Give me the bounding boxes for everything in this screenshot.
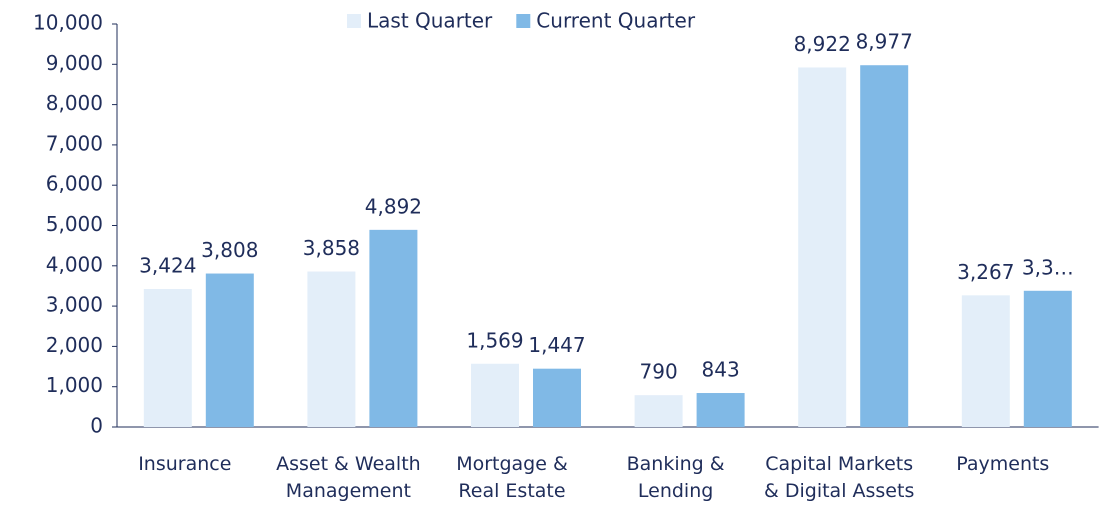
data-label: 3,808 <box>201 238 258 262</box>
y-tick-label: 1,000 <box>46 373 103 397</box>
bar <box>307 271 356 427</box>
data-label: 843 <box>702 358 740 382</box>
bar <box>471 363 519 427</box>
legend-label: Last Quarter <box>367 9 493 33</box>
x-tick-label: Insurance <box>138 453 232 475</box>
y-tick-label: 3,000 <box>46 293 103 317</box>
data-label: 3,858 <box>303 236 360 260</box>
bar <box>961 295 1010 427</box>
y-tick-label: 6,000 <box>46 172 103 196</box>
y-tick-label: 8,000 <box>46 91 103 115</box>
x-tick-label: Capital Markets & Digital Assets <box>764 453 915 502</box>
y-tick-label: 0 <box>90 414 103 438</box>
x-tick-label: Asset & Wealth Management <box>276 453 421 502</box>
data-label: 1,569 <box>466 328 523 352</box>
data-label: 4,892 <box>365 194 422 218</box>
y-tick-label: 2,000 <box>46 333 103 357</box>
y-tick-label: 4,000 <box>46 252 103 276</box>
legend-swatch <box>347 14 361 28</box>
bar <box>205 273 254 427</box>
legend-label: Current Quarter <box>536 9 696 33</box>
y-tick-label: 7,000 <box>46 131 103 155</box>
data-label: 3,424 <box>139 254 196 278</box>
bar <box>143 289 192 427</box>
bar <box>696 393 745 427</box>
x-tick-label: Payments <box>956 453 1050 475</box>
legend-swatch <box>516 14 531 28</box>
bar <box>533 368 581 427</box>
data-label: 790 <box>640 360 678 384</box>
y-tick-label: 10,000 <box>33 11 103 35</box>
y-tick-label: 9,000 <box>46 51 103 75</box>
data-label: 3,3… <box>1022 255 1074 279</box>
y-tick-label: 5,000 <box>46 212 103 236</box>
x-tick-label: Mortgage & Real Estate <box>456 453 568 502</box>
data-label: 3,267 <box>957 260 1014 284</box>
bar <box>1023 290 1072 427</box>
data-label: 8,922 <box>794 32 851 56</box>
bar <box>860 65 909 427</box>
bar <box>634 395 683 427</box>
x-tick-label: Banking & Lending <box>626 453 725 502</box>
data-label: 1,447 <box>528 333 585 357</box>
bar <box>369 229 418 427</box>
bar <box>798 67 847 428</box>
data-label: 8,977 <box>856 30 913 54</box>
